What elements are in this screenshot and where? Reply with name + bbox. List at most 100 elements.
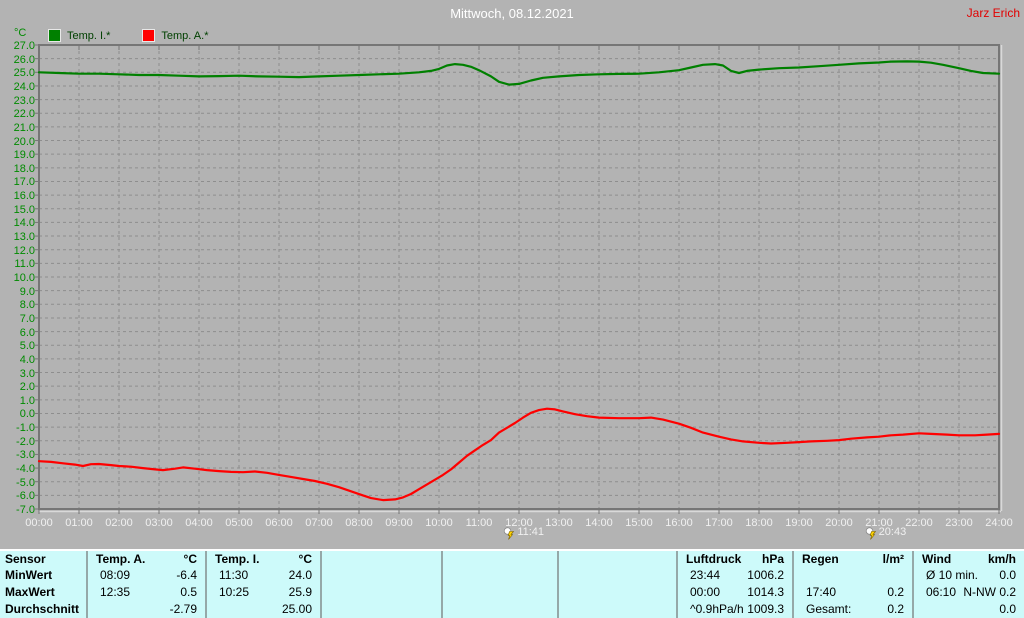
chart-area[interactable]: 27.0 26.0 25.0 24.0 23.0 22.0 21.0 20.0 19.0 18.0… (0, 0, 1024, 550)
y-tick-label: 26.0 (13, 53, 35, 66)
stats-cell-time: ^0.9hPa/h (690, 602, 744, 616)
owner-name: Jarz Erich (966, 6, 1020, 20)
stats-cell-value: 0.0 (999, 568, 1016, 582)
y-tick-label: 20.0 (13, 135, 35, 148)
stats-cell-value: 1006.2 (747, 568, 784, 582)
y-tick-label: 4.0 (19, 353, 35, 366)
stats-row-label: MinWert (5, 568, 53, 582)
stats-row-label: Sensor (5, 552, 46, 566)
stats-col-unit: hPa (761, 552, 784, 566)
x-tick-label: 17:00 (705, 517, 733, 529)
y-tick-label: 10.0 (13, 272, 35, 284)
stats-column-luftdruck: Luftdruck hPa 23:44 1006.2 00:00 1014.3 ^0.9hP… (678, 551, 794, 618)
stats-col-name: Temp. I. (215, 552, 260, 566)
y-tick-label: 2.0 (19, 381, 35, 394)
stats-empty-column (443, 551, 559, 618)
x-tick-label: 08:00 (345, 517, 373, 529)
y-tick-label: -5.0 (16, 476, 35, 489)
legend-item-temp-i[interactable]: Temp. I.* (48, 29, 110, 42)
stats-cell-row: 06:10 N-NW 0.2 (914, 584, 1024, 601)
weather-event-icon (865, 527, 876, 540)
stats-cell-value: 25.00 (281, 602, 312, 616)
stats-cell-value: -6.4 (176, 568, 197, 582)
stats-col-name: Temp. A. (96, 552, 146, 566)
y-tick-label: 16.0 (13, 190, 35, 203)
x-tick-label: 13:00 (545, 517, 573, 529)
stats-cell-value: 0.2 (887, 602, 904, 616)
stats-cell-value: 24.0 (288, 568, 312, 582)
plot-canvas[interactable] (0, 0, 1024, 550)
y-tick-label: 9.0 (19, 285, 35, 298)
y-tick-label: 12.0 (13, 244, 35, 257)
stats-col-name: Wind (922, 552, 952, 566)
stats-col-unit: °C (298, 552, 312, 566)
stats-cell-row: 00:00 1014.3 (678, 584, 792, 601)
stats-cell-value: 0.2 (887, 585, 904, 599)
stats-cell-value: 1014.3 (747, 585, 784, 599)
stats-cell-row: -2.79 (88, 601, 205, 618)
y-tick-label: -3.0 (16, 449, 35, 462)
x-tick-label: 12:00 (505, 517, 533, 529)
stats-cell-time (88, 601, 100, 618)
event-marker: 11:41 (503, 526, 544, 540)
x-tick-label: 06:00 (265, 517, 293, 529)
stats-cell-time: 23:44 (690, 568, 721, 582)
legend-label-temp-a: Temp. A.* (161, 29, 209, 42)
x-tick-label: 18:00 (745, 517, 773, 529)
x-tick-label: 10:00 (425, 517, 453, 529)
x-tick-label: 11:00 (465, 517, 493, 529)
stats-cell-value: -2.79 (169, 602, 197, 616)
x-tick-label: 05:00 (225, 517, 253, 529)
stats-cell-time: 06:10 (926, 585, 957, 599)
stats-cell-value: 25.9 (288, 585, 312, 599)
y-tick-label: 8.0 (19, 299, 35, 312)
event-marker-time: 11:41 (517, 526, 545, 538)
x-tick-label: 02:00 (105, 517, 133, 529)
stats-column-wind: Wind km/h Ø 10 min. 0.0 06:10 N-NW 0.2 0.0 (914, 551, 1024, 618)
series-line-temp-a (37, 407, 1001, 502)
series-line-temp-i (37, 60, 1001, 86)
y-axis-unit-label: °C (14, 27, 27, 39)
x-tick-label: 04:00 (185, 517, 213, 529)
legend-label-temp-i: Temp. I.* (67, 29, 111, 42)
y-tick-label: 7.0 (19, 312, 35, 325)
y-tick-label: -1.0 (16, 422, 35, 435)
stats-cell-row: Ø 10 min. 0.0 (914, 567, 1024, 584)
stats-column-regen: Regen l/m² 17:40 0.2 Gesamt: 0.2 (794, 551, 914, 618)
y-tick-label: 3.0 (19, 367, 35, 380)
stats-cell-row: 11:30 24.0 (207, 567, 320, 584)
stats-col-unit: km/h (987, 552, 1016, 566)
stats-cell-time: Gesamt: (806, 602, 852, 616)
stats-cell-row (794, 567, 912, 584)
page-title: Mittwoch, 08.12.2021 (450, 6, 574, 21)
stats-cell-row: Gesamt: 0.2 (794, 601, 912, 618)
legend-item-temp-a[interactable]: Temp. A.* (142, 29, 208, 42)
stats-cell-row: 23:44 1006.2 (678, 567, 792, 584)
y-tick-label: 23.0 (13, 94, 35, 107)
event-marker-time: 20:43 (878, 526, 907, 538)
stats-row-label: Durchschnitt (5, 602, 80, 616)
stats-empty-column (322, 551, 443, 618)
y-tick-label: -4.0 (16, 463, 35, 476)
stats-cell-value: 0.0 (999, 602, 1016, 616)
x-tick-label: 14:00 (585, 517, 613, 529)
stats-cell-value: 1009.3 (747, 602, 784, 616)
stats-col-unit: °C (183, 552, 197, 566)
weather-event-icon (504, 527, 515, 540)
stats-table: Sensor MinWert MaxWert Durchschnitt Temp. A.… (0, 549, 1024, 618)
y-tick-label: 0.0 (19, 408, 35, 421)
y-tick-label: 14.0 (13, 217, 35, 230)
x-tick-label: 03:00 (145, 517, 173, 529)
y-tick-label: 1.0 (19, 394, 35, 407)
y-tick-label: 25.0 (13, 67, 35, 80)
y-tick-label: 22.0 (13, 108, 35, 121)
stats-column-temp-i-: Temp. I. °C 11:30 24.0 10:25 25.9 25.00 (207, 551, 322, 618)
red-swatch-icon (142, 29, 156, 42)
stats-empty-column (559, 551, 678, 618)
stats-cell-value: N-NW 0.2 (963, 585, 1016, 599)
x-tick-label: 16:00 (665, 517, 693, 529)
x-tick-label: 24:00 (985, 517, 1013, 529)
stats-column-temp-a-: Temp. A. °C 08:09 -6.4 12:35 0.5 -2.79 (88, 551, 207, 618)
y-tick-label: 5.0 (19, 340, 35, 353)
